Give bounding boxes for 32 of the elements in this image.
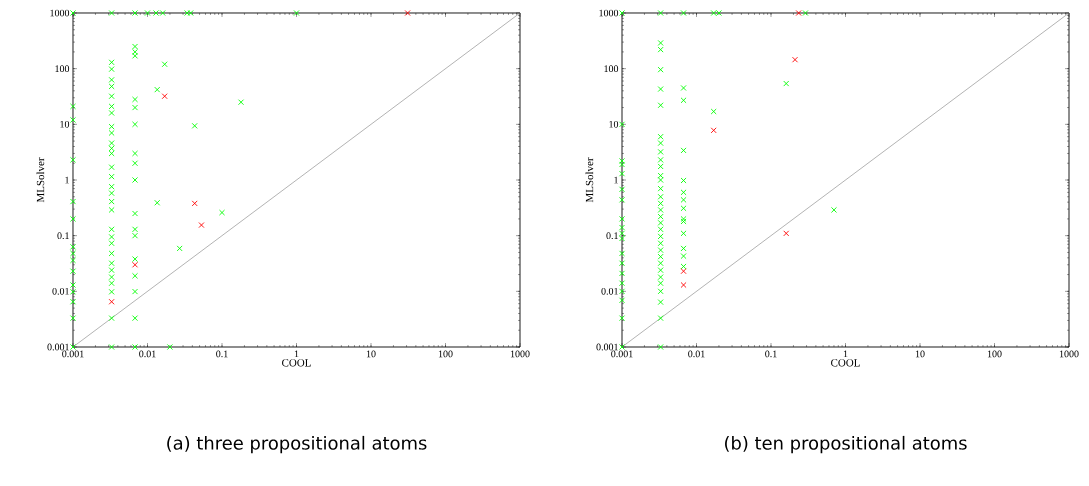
x-tick-label: 1000 <box>1059 350 1079 358</box>
y-tick-label: 0.1 <box>57 232 69 240</box>
y-tick-label: 0.001 <box>596 343 618 351</box>
y-axis-title: MLSolver <box>36 157 45 203</box>
y-tick-label: 10 <box>609 120 619 128</box>
x-tick-label: 0.01 <box>139 350 156 358</box>
y-tick-label: 0.1 <box>606 232 618 240</box>
x-tick-label: 0.1 <box>216 350 228 358</box>
x-axis-title: COOL <box>831 359 860 367</box>
x-tick-label: 100 <box>987 350 1002 358</box>
x-tick-label: 0.01 <box>688 350 705 358</box>
y-tick-label: 100 <box>604 65 619 73</box>
x-tick-label: 0.1 <box>765 350 777 358</box>
y-tick-label: 0.001 <box>47 343 69 351</box>
x-tick-label: 1 <box>294 350 299 358</box>
x-tick-label: 100 <box>438 350 453 358</box>
y-tick-label: 100 <box>55 65 70 73</box>
y-tick-label: 1000 <box>599 9 619 17</box>
x-axis-title: COOL <box>282 359 311 367</box>
y-tick-label: 1 <box>65 176 69 184</box>
x-tick-label: 10 <box>915 350 925 358</box>
x-tick-label: 10 <box>366 350 376 358</box>
x-tick-label: 1000 <box>510 350 530 358</box>
y-tick-label: 0.01 <box>52 287 69 295</box>
y-tick-label: 1 <box>614 176 618 184</box>
text: (a) three propositional atoms <box>167 435 427 454</box>
y-tick-label: 10 <box>60 120 70 128</box>
y-tick-label: 0.01 <box>601 287 618 295</box>
x-tick-label: 1 <box>843 350 848 358</box>
text: (b) ten propositional atoms <box>725 435 967 454</box>
y-axis-title: MLSolver <box>585 157 594 203</box>
y-tick-label: 1000 <box>50 9 70 17</box>
